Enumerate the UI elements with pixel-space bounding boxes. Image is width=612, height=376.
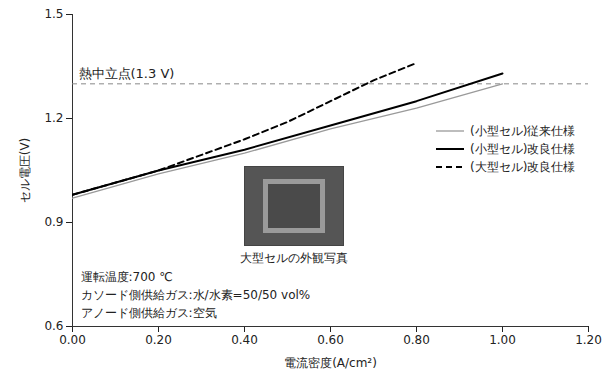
svg-text:0.00: 0.00 bbox=[59, 333, 86, 347]
svg-text:電流密度(A/cm²): 電流密度(A/cm²) bbox=[284, 356, 377, 370]
svg-text:0.9: 0.9 bbox=[44, 215, 63, 229]
svg-text:0.6: 0.6 bbox=[44, 319, 63, 333]
svg-text:0.60: 0.60 bbox=[317, 333, 344, 347]
html-text:(大型セル)改良仕様: (大型セル)改良仕様 bbox=[470, 159, 576, 174]
html-text:大型セルの外観写真: 大型セルの外観写真 bbox=[240, 251, 348, 265]
svg-text:1.20: 1.20 bbox=[575, 333, 602, 347]
svg-text:セル電圧(V): セル電圧(V) bbox=[18, 138, 32, 204]
svg-text:運転温度:700 ℃: 運転温度:700 ℃ bbox=[81, 270, 173, 284]
svg-text:0.40: 0.40 bbox=[231, 333, 258, 347]
svg-text:1.00: 1.00 bbox=[489, 333, 516, 347]
html-text:(小型セル)改良仕様: (小型セル)改良仕様 bbox=[470, 141, 576, 156]
svg-text:アノード側供給ガス:空気: アノード側供給ガス:空気 bbox=[81, 306, 217, 320]
svg-text:0.80: 0.80 bbox=[403, 333, 430, 347]
svg-text:1.5: 1.5 bbox=[44, 7, 63, 21]
svg-text:0.20: 0.20 bbox=[145, 333, 172, 347]
svg-text:1.2: 1.2 bbox=[44, 111, 63, 125]
svg-text:熱中立点(1.3 V): 熱中立点(1.3 V) bbox=[79, 66, 175, 81]
svg-text:カソード側供給ガス:水/水素=50/50 vol%: カソード側供給ガス:水/水素=50/50 vol% bbox=[81, 288, 311, 302]
html-text:(小型セル)従来仕様: (小型セル)従来仕様 bbox=[470, 123, 576, 138]
